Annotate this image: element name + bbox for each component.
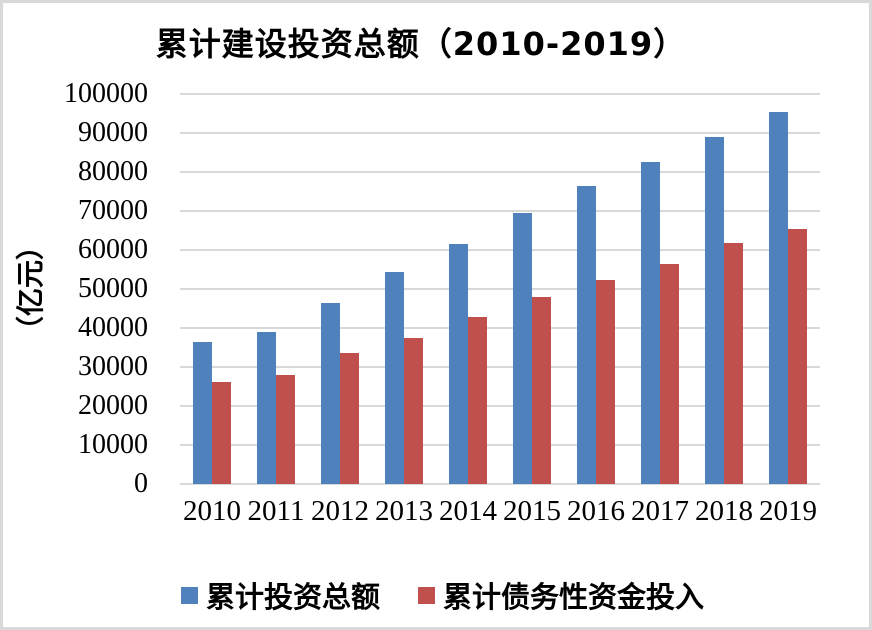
x-tick-label-2019: 2019	[759, 495, 817, 527]
gridline-70000	[180, 210, 820, 212]
legend-label-debt-capital-input: 累计债务性资金投入	[443, 580, 705, 614]
x-tick-label-2017: 2017	[631, 495, 689, 527]
gridline-90000	[180, 132, 820, 134]
gridline-80000	[180, 171, 820, 173]
legend-swatch-total-investment	[181, 586, 198, 604]
bar-debt-capital-input-2016	[596, 279, 615, 484]
bar-debt-capital-input-2011	[276, 374, 295, 484]
bar-total-investment-2012	[321, 302, 340, 484]
bar-debt-capital-input-2014	[468, 317, 487, 484]
bar-total-investment-2017	[641, 161, 660, 484]
x-tick-label-2013: 2013	[375, 495, 433, 527]
bar-debt-capital-input-2019	[788, 228, 807, 484]
x-tick-label-2016: 2016	[567, 495, 625, 527]
bar-total-investment-2019	[769, 111, 788, 484]
bar-total-investment-2015	[513, 213, 532, 484]
chart-title: 累计建设投资总额（2010-2019）	[155, 25, 687, 63]
x-tick-label-2015: 2015	[503, 495, 561, 527]
y-tick-label: 90000	[78, 117, 148, 148]
gridline-30000	[180, 366, 820, 368]
bar-debt-capital-input-2015	[532, 297, 551, 484]
bar-total-investment-2016	[577, 186, 596, 484]
gridline-40000	[180, 327, 820, 329]
gridline-50000	[180, 288, 820, 290]
gridline-10000	[180, 444, 820, 446]
x-tick-label-2014: 2014	[439, 495, 497, 527]
legend: 累计投资总额 累计债务性资金投入	[181, 578, 704, 614]
gridline-100000	[180, 93, 820, 95]
y-tick-label: 30000	[78, 351, 148, 382]
y-tick-label: 10000	[78, 429, 148, 460]
bar-total-investment-2010	[193, 342, 212, 484]
x-tick-label-2018: 2018	[695, 495, 753, 527]
y-tick-label: 20000	[78, 390, 148, 421]
bar-total-investment-2014	[449, 243, 468, 484]
x-tick-label-2011: 2011	[247, 495, 305, 527]
bar-total-investment-2018	[705, 136, 724, 484]
legend-swatch-debt-capital-input	[418, 586, 436, 604]
gridline-0	[180, 483, 820, 485]
y-tick-label: 40000	[78, 312, 148, 343]
bar-debt-capital-input-2012	[340, 352, 359, 484]
y-tick-label: 0	[134, 468, 148, 499]
bar-total-investment-2013	[385, 272, 404, 484]
bar-total-investment-2011	[257, 331, 276, 484]
y-tick-label: 100000	[64, 78, 148, 109]
x-tick-label-2012: 2012	[311, 495, 369, 527]
bar-debt-capital-input-2017	[660, 263, 679, 484]
y-tick-label: 50000	[78, 273, 148, 304]
bar-debt-capital-input-2018	[724, 242, 743, 484]
y-tick-label: 80000	[78, 156, 148, 187]
bar-debt-capital-input-2010	[212, 382, 231, 484]
y-tick-label: 60000	[78, 234, 148, 265]
gridline-60000	[180, 249, 820, 251]
y-tick-label: 70000	[78, 195, 148, 226]
legend-label-total-investment: 累计投资总额	[206, 580, 381, 614]
bar-debt-capital-input-2013	[404, 337, 423, 484]
x-tick-label-2010: 2010	[183, 495, 241, 527]
gridline-20000	[180, 405, 820, 407]
legend-item-debt-capital-input: 累计债务性资金投入	[418, 578, 704, 614]
legend-item-total-investment: 累计投资总额	[181, 578, 380, 614]
plot-area	[180, 93, 820, 485]
